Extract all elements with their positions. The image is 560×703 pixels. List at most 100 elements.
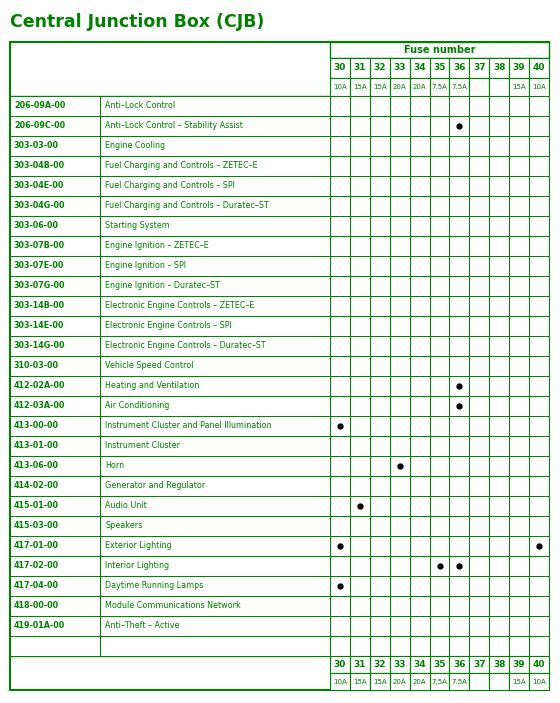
Bar: [529, 196, 549, 216]
Text: Anti–Theft – Active: Anti–Theft – Active: [105, 621, 180, 631]
Bar: [450, 576, 469, 596]
Bar: [10, 216, 100, 236]
Bar: [509, 376, 529, 396]
Bar: [330, 58, 350, 78]
Bar: [10, 616, 100, 636]
Text: 34: 34: [413, 660, 426, 669]
Bar: [450, 596, 469, 616]
Text: Fuel Charging and Controls – ZETEC–E: Fuel Charging and Controls – ZETEC–E: [105, 162, 258, 171]
Bar: [10, 176, 100, 196]
Bar: [100, 276, 330, 296]
Text: Engine Ignition – ZETEC–E: Engine Ignition – ZETEC–E: [105, 242, 209, 250]
Bar: [330, 196, 350, 216]
Bar: [430, 436, 450, 456]
Bar: [469, 336, 489, 356]
Text: 30: 30: [334, 660, 346, 669]
Bar: [390, 596, 409, 616]
Bar: [370, 616, 390, 636]
Text: 32: 32: [374, 63, 386, 72]
Bar: [489, 136, 509, 156]
Text: Engine Ignition – Duratec–ST: Engine Ignition – Duratec–ST: [105, 281, 220, 290]
Bar: [390, 256, 409, 276]
Bar: [330, 296, 350, 316]
Bar: [390, 336, 409, 356]
Bar: [350, 556, 370, 576]
Bar: [469, 476, 489, 496]
Bar: [509, 58, 529, 78]
Bar: [430, 596, 450, 616]
Bar: [350, 216, 370, 236]
Text: 40: 40: [533, 63, 545, 72]
Bar: [450, 673, 469, 690]
Text: 36: 36: [453, 63, 466, 72]
Bar: [529, 136, 549, 156]
Bar: [330, 396, 350, 416]
Bar: [350, 536, 370, 556]
Bar: [430, 78, 450, 96]
Bar: [509, 156, 529, 176]
Bar: [469, 656, 489, 673]
Bar: [529, 296, 549, 316]
Bar: [409, 356, 430, 376]
Bar: [390, 58, 409, 78]
Bar: [430, 58, 450, 78]
Bar: [330, 236, 350, 256]
Text: 10A: 10A: [333, 678, 347, 685]
Bar: [409, 536, 430, 556]
Text: 303-14G-00: 303-14G-00: [14, 342, 66, 351]
Bar: [409, 78, 430, 96]
Bar: [10, 636, 100, 656]
Bar: [489, 516, 509, 536]
Bar: [450, 396, 469, 416]
Bar: [430, 116, 450, 136]
Bar: [330, 42, 549, 58]
Text: 36: 36: [453, 660, 466, 669]
Bar: [509, 576, 529, 596]
Bar: [100, 216, 330, 236]
Bar: [100, 176, 330, 196]
Bar: [330, 336, 350, 356]
Bar: [489, 456, 509, 476]
Bar: [370, 416, 390, 436]
Bar: [330, 376, 350, 396]
Bar: [529, 656, 549, 673]
Text: 15A: 15A: [353, 84, 367, 90]
Bar: [450, 436, 469, 456]
Bar: [390, 576, 409, 596]
Bar: [450, 58, 469, 78]
Bar: [469, 78, 489, 96]
Bar: [469, 673, 489, 690]
Bar: [100, 316, 330, 336]
Bar: [529, 616, 549, 636]
Bar: [390, 376, 409, 396]
Bar: [350, 156, 370, 176]
Bar: [450, 176, 469, 196]
Bar: [10, 416, 100, 436]
Bar: [430, 296, 450, 316]
Bar: [529, 78, 549, 96]
Text: Horn: Horn: [105, 461, 124, 470]
Bar: [390, 536, 409, 556]
Bar: [10, 336, 100, 356]
Bar: [450, 236, 469, 256]
Bar: [489, 596, 509, 616]
Text: 303-14E-00: 303-14E-00: [14, 321, 64, 330]
Bar: [330, 276, 350, 296]
Bar: [430, 576, 450, 596]
Bar: [409, 336, 430, 356]
Bar: [370, 556, 390, 576]
Bar: [450, 336, 469, 356]
Bar: [370, 96, 390, 116]
Bar: [409, 596, 430, 616]
Bar: [489, 236, 509, 256]
Text: 40: 40: [533, 660, 545, 669]
Bar: [529, 476, 549, 496]
Bar: [509, 436, 529, 456]
Bar: [330, 596, 350, 616]
Bar: [409, 496, 430, 516]
Text: 206-09A-00: 206-09A-00: [14, 101, 66, 110]
Bar: [450, 216, 469, 236]
Bar: [10, 576, 100, 596]
Bar: [10, 476, 100, 496]
Text: Fuel Charging and Controls – SPI: Fuel Charging and Controls – SPI: [105, 181, 235, 191]
